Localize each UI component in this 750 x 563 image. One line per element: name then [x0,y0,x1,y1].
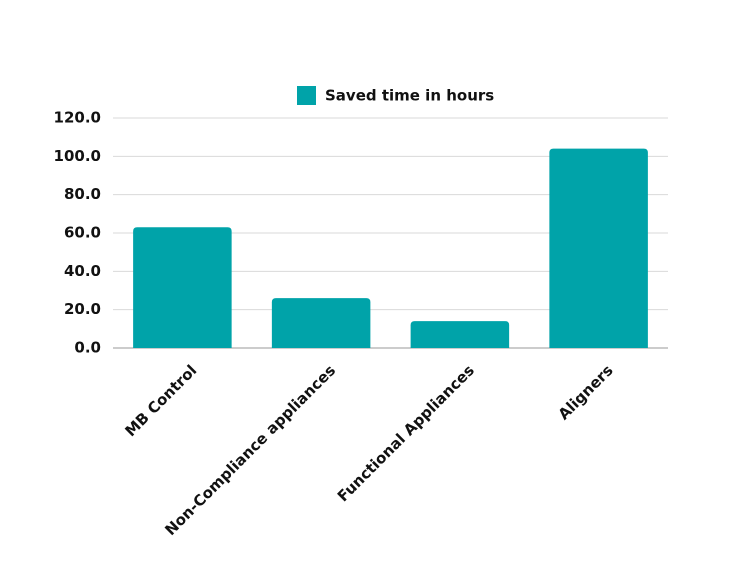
y-tick-label: 120.0 [54,109,101,127]
x-tick-label: Functional Appliances [334,361,478,505]
legend-label: Saved time in hours [325,87,494,105]
legend-swatch [297,86,316,105]
y-tick-label: 60.0 [64,224,101,242]
bar [549,148,648,348]
bar [271,298,371,348]
x-tick-label: Non-Compliance appliances [161,361,339,539]
y-tick-label: 40.0 [64,262,101,280]
x-tick-label: MB Control [121,361,200,440]
y-tick-label: 20.0 [64,300,101,318]
bar [410,321,510,348]
y-tick-label: 80.0 [64,185,101,203]
x-tick-label: Aligners [555,361,617,423]
y-tick-label: 100.0 [54,147,101,165]
y-tick-label: 0.0 [74,339,101,357]
bar [133,227,232,348]
